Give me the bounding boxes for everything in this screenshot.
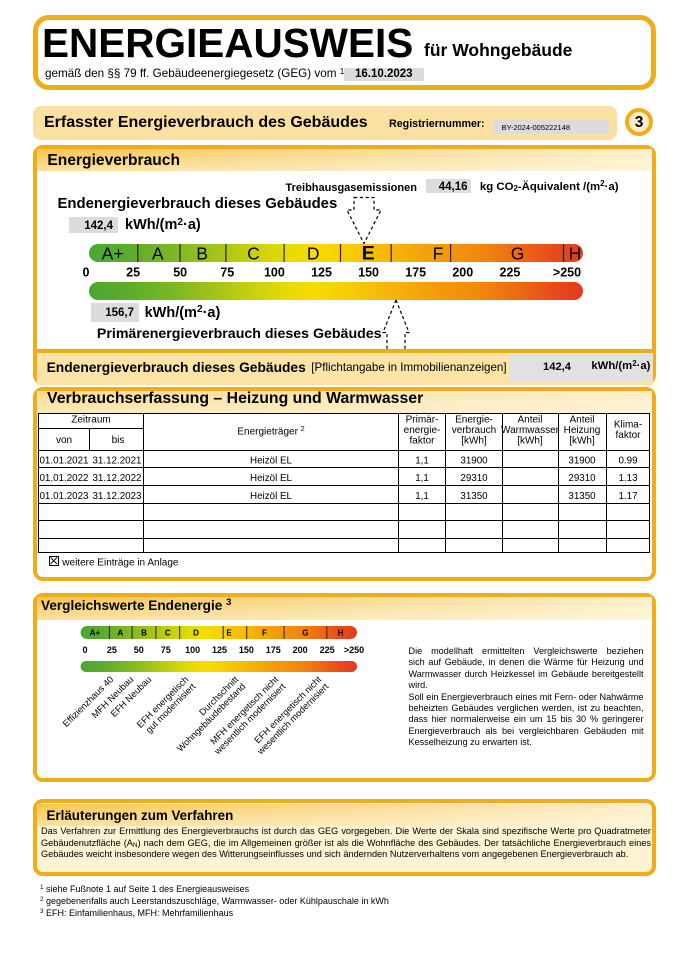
svg-text:Energie-: Energie- — [455, 415, 493, 426]
svg-text:C: C — [165, 629, 171, 638]
svg-text:75: 75 — [161, 645, 171, 655]
svg-text:faktor: faktor — [409, 436, 435, 447]
svg-text:D: D — [193, 629, 199, 638]
svg-text:[kWh]: [kWh] — [569, 436, 595, 447]
svg-text:01.01.2022: 01.01.2022 — [39, 473, 88, 484]
svg-text:C: C — [247, 244, 260, 264]
svg-text:B: B — [196, 244, 208, 264]
svg-text:G: G — [511, 244, 525, 264]
svg-text:31350: 31350 — [460, 491, 488, 502]
svg-text:Heizung: Heizung — [564, 425, 601, 436]
svg-text:50: 50 — [173, 266, 187, 280]
svg-text:150: 150 — [239, 645, 254, 655]
svg-text:01.01.2021: 01.01.2021 — [39, 455, 88, 466]
svg-text:31350: 31350 — [568, 491, 596, 502]
svg-text:>250: >250 — [553, 266, 581, 280]
svg-text:>250: >250 — [344, 645, 364, 655]
svg-text:29310: 29310 — [460, 473, 488, 484]
svg-text:Primär-: Primär- — [406, 415, 439, 426]
svg-text:125: 125 — [311, 266, 332, 280]
svg-text:100: 100 — [264, 266, 285, 280]
svg-text:H: H — [338, 629, 344, 638]
svg-text:31900: 31900 — [568, 455, 596, 466]
svg-text:H: H — [569, 244, 582, 264]
svg-text:75: 75 — [220, 266, 234, 280]
svg-text:0: 0 — [83, 266, 90, 280]
svg-text:25: 25 — [126, 266, 140, 280]
svg-text:1.13: 1.13 — [618, 473, 638, 484]
svg-text:A: A — [118, 629, 124, 638]
svg-text:200: 200 — [293, 645, 308, 655]
svg-text:Warmwasser: Warmwasser — [501, 425, 560, 436]
svg-text:1.17: 1.17 — [618, 491, 637, 502]
svg-text:energie-: energie- — [404, 425, 441, 436]
svg-text:100: 100 — [185, 645, 200, 655]
svg-text:Energieträger 2: Energieträger 2 — [237, 426, 304, 438]
svg-text:225: 225 — [320, 645, 335, 655]
svg-text:150: 150 — [358, 266, 379, 280]
svg-text:0: 0 — [82, 645, 87, 655]
svg-text:Heizöl EL: Heizöl EL — [250, 455, 292, 466]
svg-text:200: 200 — [452, 266, 473, 280]
svg-text:Heizöl EL: Heizöl EL — [250, 473, 292, 484]
svg-text:Anteil: Anteil — [569, 415, 594, 426]
svg-text:31.12.2021: 31.12.2021 — [92, 455, 141, 466]
svg-text:Anteil: Anteil — [517, 415, 542, 426]
svg-text:F: F — [433, 244, 444, 264]
svg-text:125: 125 — [212, 645, 227, 655]
svg-text:bis: bis — [112, 435, 125, 446]
svg-text:E: E — [362, 243, 375, 265]
svg-text:175: 175 — [266, 645, 281, 655]
svg-text:[kWh]: [kWh] — [461, 436, 487, 447]
svg-text:225: 225 — [499, 266, 520, 280]
svg-text:25: 25 — [107, 645, 117, 655]
svg-text:D: D — [307, 244, 320, 264]
svg-text:E: E — [226, 629, 232, 638]
svg-text:von: von — [56, 435, 72, 446]
svg-text:31.12.2023: 31.12.2023 — [92, 491, 142, 502]
svg-text:01.01.2023: 01.01.2023 — [39, 491, 89, 502]
svg-text:31900: 31900 — [460, 455, 488, 466]
svg-text:29310: 29310 — [568, 473, 596, 484]
svg-text:1,1: 1,1 — [415, 491, 429, 502]
svg-text:faktor: faktor — [615, 430, 641, 441]
svg-text:[kWh]: [kWh] — [517, 436, 543, 447]
svg-text:50: 50 — [134, 645, 144, 655]
svg-text:A: A — [152, 244, 164, 264]
svg-text:1,1: 1,1 — [415, 455, 429, 466]
svg-text:Heizöl EL: Heizöl EL — [250, 491, 292, 502]
svg-text:31.12.2022: 31.12.2022 — [92, 473, 141, 484]
svg-text:1,1: 1,1 — [415, 473, 429, 484]
svg-text:G: G — [302, 629, 308, 638]
svg-text:0.99: 0.99 — [618, 455, 637, 466]
svg-text:verbrauch: verbrauch — [452, 425, 496, 436]
svg-text:Zeitraum: Zeitraum — [71, 415, 110, 426]
svg-text:F: F — [262, 629, 267, 638]
svg-text:175: 175 — [405, 266, 426, 280]
svg-text:A+: A+ — [102, 244, 124, 264]
svg-text:A+: A+ — [90, 629, 101, 638]
svg-text:B: B — [141, 629, 147, 638]
svg-text:Klima-: Klima- — [614, 420, 642, 431]
